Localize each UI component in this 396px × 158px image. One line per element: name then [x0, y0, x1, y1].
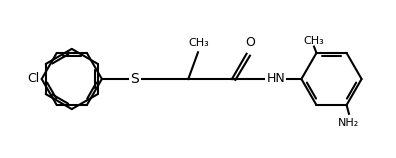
Text: CH₃: CH₃	[304, 36, 324, 46]
Text: HN: HN	[266, 73, 285, 85]
Text: Cl: Cl	[27, 73, 39, 85]
Text: O: O	[246, 36, 255, 49]
Text: CH₃: CH₃	[188, 38, 209, 48]
Text: S: S	[131, 72, 139, 86]
Text: NH₂: NH₂	[338, 118, 360, 128]
